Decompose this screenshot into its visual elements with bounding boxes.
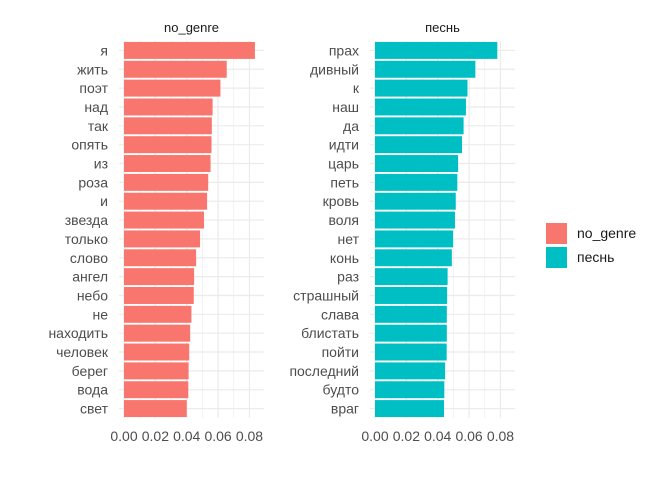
legend-key [546, 247, 567, 268]
bar [375, 136, 463, 154]
x-tick-label: 0.02 [142, 428, 169, 444]
bar [124, 173, 209, 191]
bar [124, 155, 211, 173]
category-label: последний [289, 363, 359, 379]
bar [375, 381, 445, 399]
legend-label: no_genre [577, 225, 636, 241]
legend-label: песнь [577, 249, 614, 265]
category-label: да [343, 118, 359, 134]
category-label: к [353, 80, 360, 96]
category-label: слово [70, 250, 108, 266]
bar [124, 362, 189, 380]
bar [375, 117, 464, 135]
x-tick-label: 0.04 [173, 428, 200, 444]
category-label: будто [323, 382, 360, 398]
bar [375, 192, 456, 210]
x-tick-label: 0.00 [361, 428, 388, 444]
bar [375, 249, 452, 267]
bar [124, 136, 212, 154]
x-tick-label: 0.02 [393, 428, 420, 444]
category-label: не [92, 306, 108, 322]
x-tick-label: 0.08 [236, 428, 263, 444]
category-label: воля [328, 212, 359, 228]
x-tick-label: 0.00 [110, 428, 137, 444]
bar [375, 211, 455, 229]
legend-key [546, 223, 567, 244]
category-label: находить [48, 325, 108, 341]
category-label: дивный [310, 61, 359, 77]
category-label: враг [331, 401, 359, 417]
x-tick-label: 0.04 [424, 428, 451, 444]
x-tick-label: 0.08 [487, 428, 514, 444]
category-label: так [88, 118, 109, 134]
bar [124, 60, 227, 78]
bar [375, 343, 447, 361]
category-label: берег [72, 363, 108, 379]
bar [124, 324, 191, 342]
category-label: роза [78, 174, 108, 190]
category-label: и [100, 193, 108, 209]
category-label: небо [77, 287, 108, 303]
category-label: раз [337, 269, 359, 285]
bar [124, 98, 213, 116]
bar [375, 155, 459, 173]
category-label: из [94, 156, 108, 172]
bar [375, 324, 447, 342]
category-label: жить [77, 61, 108, 77]
bar [375, 41, 498, 59]
bar [375, 268, 448, 286]
bar [375, 400, 444, 418]
category-label: ангел [72, 269, 108, 285]
bar [124, 305, 192, 323]
facet-title: no_genre [164, 20, 219, 35]
category-label: блистать [301, 325, 359, 341]
bar [124, 286, 194, 304]
bar [124, 249, 197, 267]
facet-title: песнь [425, 20, 460, 35]
category-label: слава [321, 306, 359, 322]
category-label: петь [330, 174, 359, 190]
category-label: опять [71, 137, 108, 153]
category-label: идти [329, 137, 359, 153]
category-label: над [84, 99, 108, 115]
bar [375, 173, 458, 191]
category-label: кровь [323, 193, 359, 209]
bar [375, 79, 468, 97]
bar [124, 381, 189, 399]
x-tick-label: 0.06 [204, 428, 231, 444]
x-tick-label: 0.06 [455, 428, 482, 444]
bar [375, 60, 476, 78]
bar [375, 98, 466, 116]
category-label: прах [329, 42, 359, 58]
category-label: человек [56, 344, 109, 360]
category-label: свет [80, 401, 109, 417]
bar [124, 400, 187, 418]
bar [375, 286, 448, 304]
bar [124, 117, 212, 135]
bar [124, 79, 221, 97]
bar [124, 41, 255, 59]
category-label: вода [77, 382, 108, 398]
bar [124, 230, 201, 248]
category-label: поэт [79, 80, 108, 96]
bar [124, 343, 190, 361]
category-label: наш [332, 99, 359, 115]
category-label: нет [338, 231, 360, 247]
bar [124, 211, 204, 229]
category-label: царь [328, 156, 359, 172]
category-label: только [65, 231, 108, 247]
bar [375, 230, 454, 248]
category-label: страшный [293, 287, 359, 303]
bar [124, 268, 195, 286]
category-label: пойти [322, 344, 359, 360]
category-label: я [100, 42, 108, 58]
category-label: звезда [65, 212, 108, 228]
bar [375, 362, 446, 380]
category-label: конь [330, 250, 359, 266]
bar [375, 305, 447, 323]
bar [124, 192, 208, 210]
